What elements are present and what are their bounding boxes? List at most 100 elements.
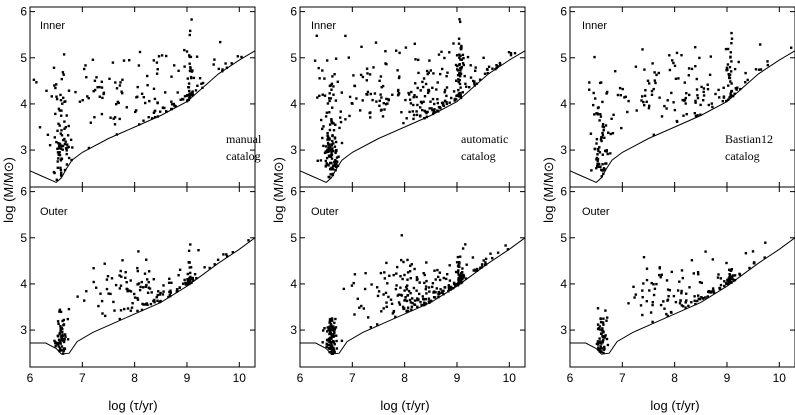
data-point bbox=[651, 62, 653, 64]
data-point bbox=[688, 94, 690, 96]
data-point bbox=[335, 340, 337, 342]
data-point bbox=[327, 102, 329, 104]
data-point bbox=[701, 282, 703, 284]
data-point bbox=[379, 100, 381, 102]
data-point bbox=[195, 277, 197, 279]
data-point bbox=[170, 76, 172, 78]
data-point bbox=[141, 303, 143, 305]
data-point bbox=[384, 50, 386, 52]
data-point bbox=[707, 88, 709, 90]
data-point bbox=[135, 109, 137, 111]
data-point bbox=[120, 270, 122, 272]
data-point bbox=[213, 58, 215, 60]
data-point bbox=[604, 309, 606, 311]
data-point bbox=[767, 64, 769, 66]
data-point bbox=[182, 283, 184, 285]
data-point bbox=[653, 294, 655, 296]
data-point bbox=[681, 304, 683, 306]
data-point bbox=[407, 92, 409, 94]
data-point bbox=[697, 271, 699, 273]
data-point bbox=[610, 118, 612, 120]
data-point bbox=[651, 94, 653, 96]
data-point bbox=[694, 46, 696, 48]
data-point bbox=[154, 98, 156, 100]
data-point bbox=[707, 84, 709, 86]
data-point bbox=[217, 259, 219, 261]
data-point bbox=[330, 173, 332, 175]
data-point bbox=[400, 259, 402, 261]
data-point bbox=[439, 272, 441, 274]
data-point bbox=[596, 153, 598, 155]
data-point bbox=[458, 43, 460, 45]
data-point bbox=[459, 281, 461, 283]
data-point bbox=[604, 162, 606, 164]
data-point bbox=[153, 112, 155, 114]
data-point bbox=[384, 62, 386, 64]
data-point bbox=[602, 336, 604, 338]
data-point bbox=[135, 96, 137, 98]
data-point bbox=[74, 91, 76, 93]
data-point bbox=[93, 116, 95, 118]
data-point bbox=[453, 282, 455, 284]
data-point bbox=[130, 310, 132, 312]
data-point bbox=[61, 320, 63, 322]
data-point bbox=[196, 56, 198, 58]
data-point bbox=[173, 104, 175, 106]
data-point bbox=[323, 77, 325, 79]
data-point bbox=[729, 270, 731, 272]
data-point bbox=[88, 147, 90, 149]
data-point bbox=[59, 154, 61, 156]
data-point bbox=[391, 94, 393, 96]
data-point bbox=[335, 141, 337, 143]
data-point bbox=[699, 114, 701, 116]
data-point bbox=[725, 69, 727, 71]
data-point bbox=[642, 296, 644, 298]
data-point bbox=[453, 90, 455, 92]
data-point bbox=[684, 306, 686, 308]
data-point bbox=[134, 296, 136, 298]
data-point bbox=[602, 318, 604, 320]
data-point bbox=[231, 62, 233, 64]
data-point bbox=[457, 69, 459, 71]
data-point bbox=[421, 102, 423, 104]
data-point bbox=[354, 273, 356, 275]
data-point bbox=[437, 81, 439, 83]
data-point bbox=[153, 59, 155, 61]
data-point bbox=[85, 76, 87, 78]
region-label-outer-2: Outer bbox=[311, 206, 339, 218]
data-point bbox=[514, 52, 516, 54]
data-point bbox=[123, 308, 125, 310]
data-point bbox=[590, 133, 592, 135]
data-point bbox=[188, 95, 190, 97]
data-point bbox=[685, 102, 687, 104]
data-point bbox=[413, 287, 415, 289]
data-point bbox=[53, 84, 55, 86]
data-point bbox=[184, 282, 186, 284]
data-point bbox=[68, 308, 70, 310]
data-point bbox=[417, 72, 419, 74]
data-point bbox=[593, 56, 595, 58]
data-point bbox=[139, 289, 141, 291]
x-axis-label-1: log (τ/yr) bbox=[108, 398, 157, 413]
data-point bbox=[597, 113, 599, 115]
data-point bbox=[640, 99, 642, 101]
data-point bbox=[101, 86, 103, 88]
data-point bbox=[325, 160, 327, 162]
data-point bbox=[340, 121, 342, 123]
data-point bbox=[57, 335, 59, 337]
data-point bbox=[406, 294, 408, 296]
data-point bbox=[445, 95, 447, 97]
data-point bbox=[764, 256, 766, 258]
data-point bbox=[419, 301, 421, 303]
data-point bbox=[627, 100, 629, 102]
data-point bbox=[188, 261, 190, 263]
data-point bbox=[728, 273, 730, 275]
data-point bbox=[612, 114, 614, 116]
data-point bbox=[424, 95, 426, 97]
data-point bbox=[54, 87, 56, 89]
data-point bbox=[729, 77, 731, 79]
data-point bbox=[660, 276, 662, 278]
data-point bbox=[331, 147, 333, 149]
data-point bbox=[729, 96, 731, 98]
data-point bbox=[94, 80, 96, 82]
